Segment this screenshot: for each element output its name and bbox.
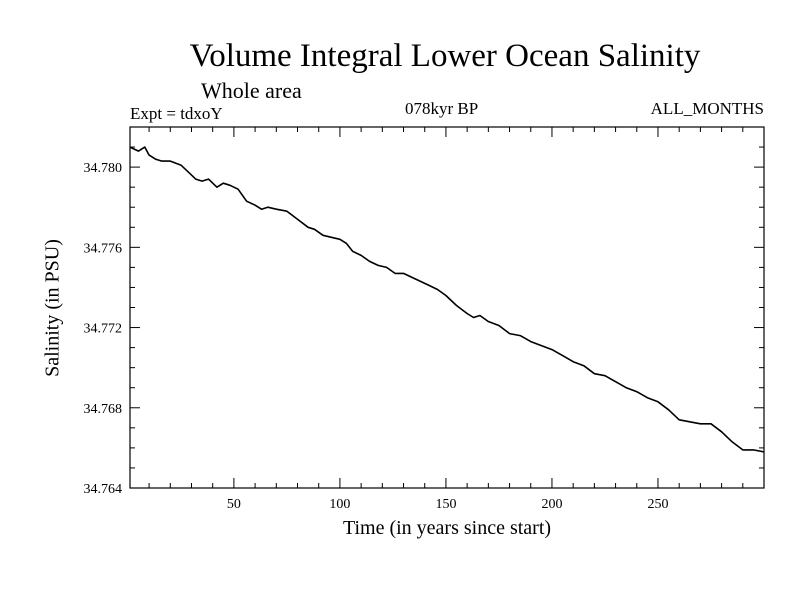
x-tick-label: 150 <box>435 497 456 512</box>
axis-ticks <box>130 126 764 489</box>
experiment-label: Expt = tdxoY <box>130 104 223 123</box>
salinity-series-line <box>129 146 765 453</box>
y-tick-label: 34.772 <box>84 322 123 337</box>
y-tick-label: 34.764 <box>84 482 123 497</box>
x-tick-label: 200 <box>541 497 562 512</box>
x-tick-label: 50 <box>227 497 241 512</box>
y-tick-label: 34.780 <box>84 161 123 176</box>
y-tick-label: 34.768 <box>84 402 123 417</box>
chart-title: Volume Integral Lower Ocean Salinity <box>189 38 701 74</box>
plot-frame <box>129 126 765 489</box>
tick-labels: 50 100 150 200 250 34.764 34.768 34.772 34.776 34… <box>84 161 669 512</box>
period-label: 078kyr BP <box>405 99 479 118</box>
x-axis-label: Time (in years since start) <box>342 517 552 539</box>
months-label: ALL_MONTHS <box>650 99 764 118</box>
y-tick-label: 34.776 <box>84 241 123 256</box>
chart-subtitle: Whole area <box>201 78 302 103</box>
x-tick-label: 250 <box>647 497 668 512</box>
x-tick-label: 100 <box>329 497 350 512</box>
